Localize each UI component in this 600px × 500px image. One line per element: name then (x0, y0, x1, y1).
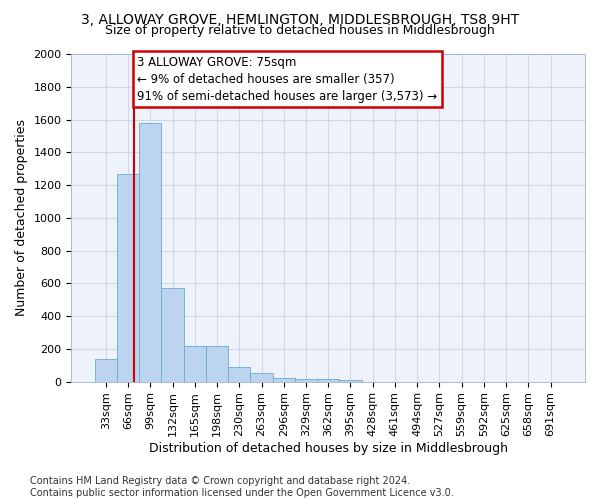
Bar (206, 346, 228, 382)
Bar (250, 374, 272, 382)
Text: Contains HM Land Registry data © Crown copyright and database right 2024.
Contai: Contains HM Land Registry data © Crown c… (30, 476, 454, 498)
Bar (184, 346, 206, 382)
Bar (228, 367, 250, 382)
Y-axis label: Number of detached properties: Number of detached properties (15, 120, 28, 316)
Text: Size of property relative to detached houses in Middlesbrough: Size of property relative to detached ho… (105, 24, 495, 37)
X-axis label: Distribution of detached houses by size in Middlesbrough: Distribution of detached houses by size … (149, 442, 508, 455)
Bar (272, 378, 295, 382)
Bar (139, 123, 161, 382)
Bar (161, 288, 184, 382)
Text: 3 ALLOWAY GROVE: 75sqm
← 9% of detached houses are smaller (357)
91% of semi-det: 3 ALLOWAY GROVE: 75sqm ← 9% of detached … (137, 56, 437, 102)
Bar (117, 174, 139, 382)
Bar (295, 378, 317, 382)
Bar (340, 380, 362, 382)
Text: 3, ALLOWAY GROVE, HEMLINGTON, MIDDLESBROUGH, TS8 9HT: 3, ALLOWAY GROVE, HEMLINGTON, MIDDLESBRO… (81, 12, 519, 26)
Bar (317, 378, 340, 382)
Bar (95, 358, 117, 382)
